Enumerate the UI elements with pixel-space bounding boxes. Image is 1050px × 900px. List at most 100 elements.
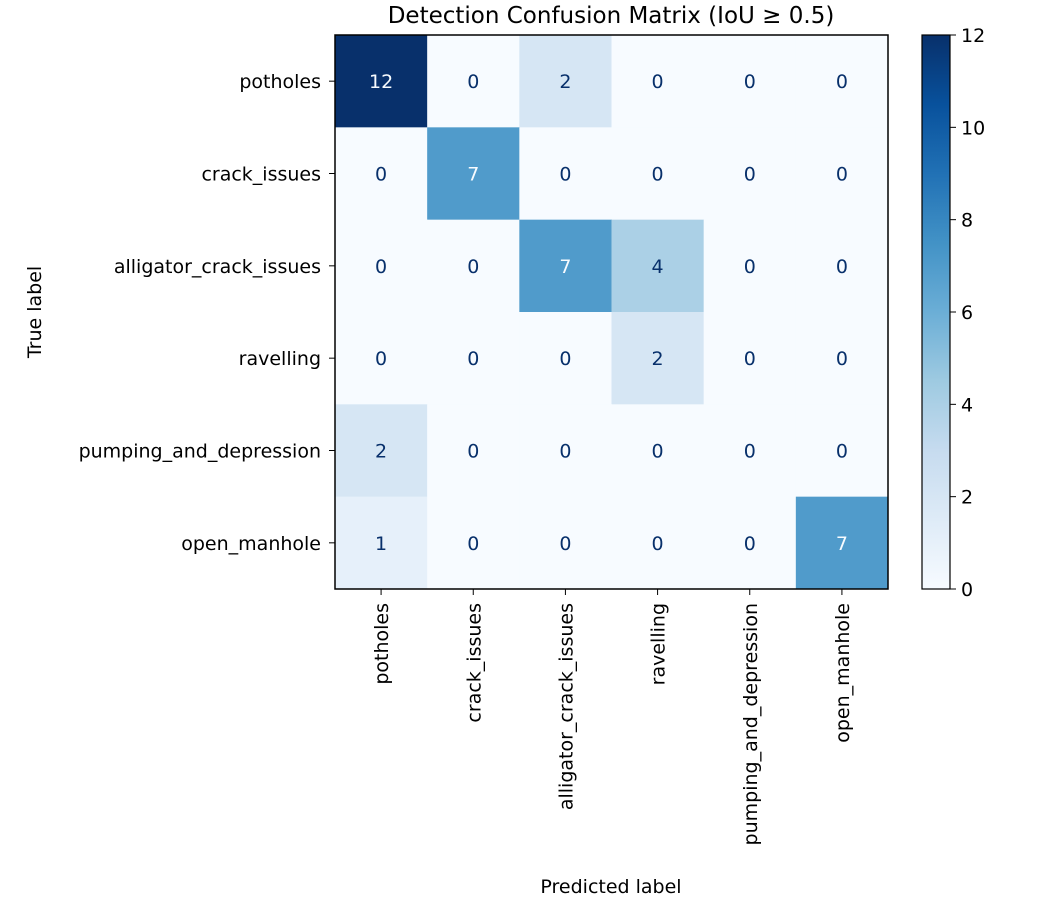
cell-value-label: 0 [467,71,479,93]
heatmap-cell [519,35,612,128]
cell-value-label: 0 [836,441,848,463]
cell-value-label: 2 [652,348,664,370]
x-tick-label: open_manhole [832,603,854,743]
colorbar-tick-label: 12 [961,25,985,47]
y-axis-label: True label [24,266,46,359]
cell-value-label: 0 [652,71,664,93]
heatmap-cell [335,127,428,221]
y-tick-label: open_manhole [181,533,321,555]
heatmap-cell [703,35,797,128]
heatmap-cell [427,312,520,405]
heatmap-cell [335,219,428,313]
heatmap-cell [795,496,889,590]
heatmap-cell [795,312,889,405]
heatmap-cell [519,219,612,313]
cell-value-label: 0 [467,441,479,463]
cell-value-label: 0 [467,256,479,278]
colorbar-tick-label: 6 [961,302,973,324]
heatmap-cell [795,404,889,498]
cell-value-label: 0 [836,164,848,186]
colorbar-tick-label: 2 [961,487,973,509]
heatmap-cell [703,496,797,590]
heatmap-cell [703,219,797,313]
heatmap-cell [427,219,520,313]
heatmap-cell [335,312,428,405]
heatmap-cell [427,127,520,221]
cell-value-label: 0 [467,533,479,555]
cell-value-label: 0 [744,164,756,186]
x-axis-label: Predicted label [540,876,681,898]
x-tick-label: potholes [371,603,393,685]
x-tick-label: pumping_and_depression [740,603,762,845]
heatmap-cell [427,496,520,590]
heatmap-cell [795,127,889,221]
cell-value-label: 0 [836,71,848,93]
cell-value-label: 12 [369,71,393,93]
x-tick-label: crack_issues [463,603,485,723]
heatmap-cell [795,219,889,313]
y-tick-label: ravelling [239,348,321,370]
cell-value-label: 0 [467,348,479,370]
cell-value-label: 0 [375,256,387,278]
x-tick-label: ravelling [648,603,670,685]
cell-value-label: 0 [375,164,387,186]
cell-value-label: 2 [559,71,571,93]
y-tick-label: potholes [239,71,321,93]
heatmap-cell [427,35,520,128]
cell-value-label: 0 [744,71,756,93]
cell-value-label: 0 [559,441,571,463]
cell-value-label: 7 [836,533,848,555]
cell-value-label: 7 [559,256,571,278]
x-tick-label: alligator_crack_issues [555,603,577,810]
heatmap-cell [335,404,428,498]
heatmap-cell [611,127,705,221]
cell-value-label: 0 [744,441,756,463]
colorbar-tick-label: 8 [961,210,973,232]
heatmap-cell [611,312,705,405]
cell-value-label: 0 [559,348,571,370]
cell-value-label: 0 [744,533,756,555]
heatmap-cell [427,404,520,498]
colorbar-gradient [922,35,950,589]
cell-value-label: 0 [652,441,664,463]
x-axis-ticks: potholes crack_issues alligator_crack_issu… [371,589,854,845]
colorbar-tick-label: 0 [961,579,973,601]
cell-value-label: 0 [652,533,664,555]
cell-value-label: 0 [744,256,756,278]
colorbar-tick-label: 4 [961,394,973,416]
heatmap-cell [335,496,428,590]
y-tick-label: pumping_and_depression [79,441,321,463]
colorbar: 0 2 4 6 8 10 12 [921,25,985,601]
y-tick-label: crack_issues [201,164,321,186]
heatmap-cell [703,127,797,221]
heatmap-cell [519,127,612,221]
heatmap-cell [611,35,705,128]
heatmap-cell [519,312,612,405]
heatmap-cell [519,496,612,590]
cell-value-label: 0 [559,533,571,555]
heatmap-cell [611,404,705,498]
cell-value-label: 2 [375,441,387,463]
cell-value-label: 1 [375,533,387,555]
colorbar-ticks: 0 2 4 6 8 10 12 [950,25,985,601]
heatmap-cell [795,35,889,128]
heatmap-cell [519,404,612,498]
y-tick-label: alligator_crack_issues [114,256,321,278]
heatmap-cell [611,496,705,590]
y-axis-ticks: potholes crack_issues alligator_crack_issu… [79,71,335,555]
cell-value-label: 7 [467,164,479,186]
heatmap-cell [611,219,705,313]
cell-value-label: 0 [836,348,848,370]
matrix-frame [334,34,889,590]
cell-value-label: 0 [559,164,571,186]
cell-value-label: 0 [836,256,848,278]
cell-value-label: 0 [375,348,387,370]
heatmap-cell [335,35,428,128]
colorbar-tick-label: 10 [961,117,985,139]
cell-value-label: 4 [652,256,664,278]
cell-value-label: 0 [744,348,756,370]
heatmap-cell [703,312,797,405]
chart-title: Detection Confusion Matrix (IoU ≥ 0.5) [388,3,835,29]
heatmap-cells: 12 0 2 0 0 0 0 7 0 0 0 0 0 0 7 4 0 0 0 0 0 2 0 0 2 0 0 0 0 0 1 0 0 0 0 7 [335,35,889,590]
